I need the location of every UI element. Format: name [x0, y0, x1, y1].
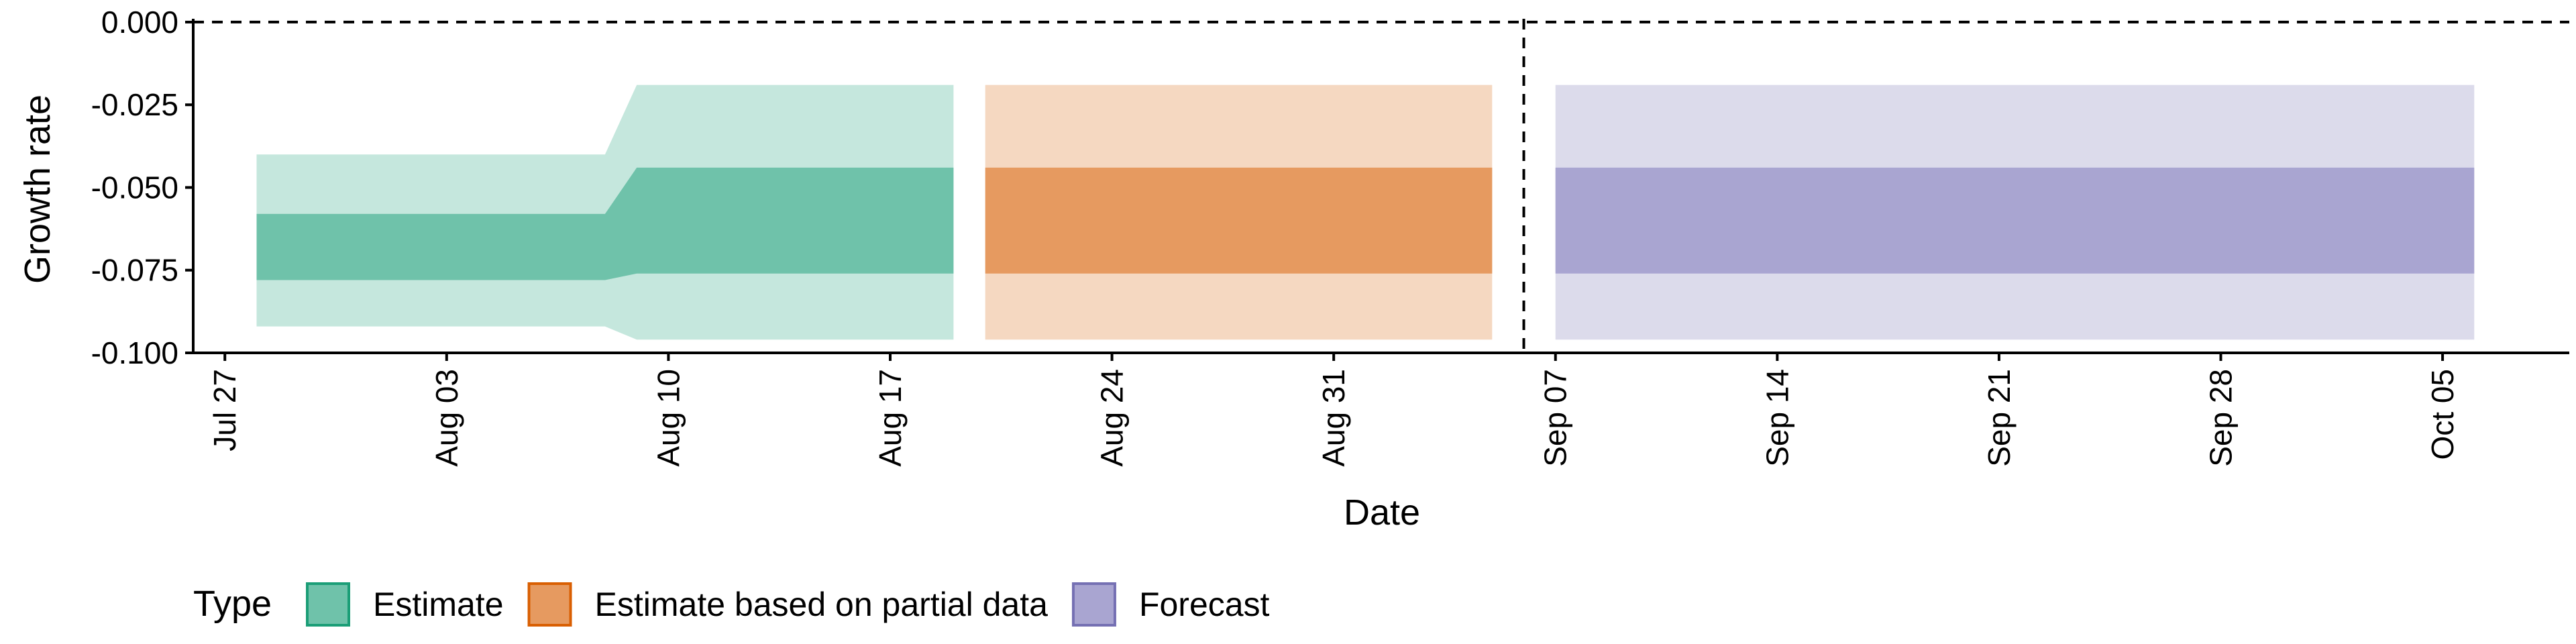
x-tick-label: Aug 31 — [1316, 369, 1351, 467]
x-tick-label: Aug 03 — [429, 369, 464, 467]
legend-key-estimate-based-on-partial-data — [527, 582, 572, 627]
legend: Type Estimate Estimate based on partial d… — [193, 582, 1270, 627]
reference-line-layer — [193, 19, 2569, 353]
estimate-band-50 — [256, 167, 954, 280]
x-tick-label: Sep 07 — [1538, 369, 1573, 467]
y-tick-label: -0.100 — [91, 335, 178, 370]
x-tick-label: Sep 14 — [1760, 369, 1794, 467]
legend-key-estimate — [306, 582, 350, 627]
tick-layer: 0.000 -0.025 -0.050 -0.075 -0.100 Jul 27 Aug 0… — [91, 5, 2461, 467]
x-tick-label: Aug 17 — [873, 369, 908, 467]
x-tick-label: Aug 24 — [1095, 369, 1130, 467]
x-tick-label: Oct 05 — [2425, 369, 2460, 460]
y-tick-label: 0.000 — [101, 5, 178, 40]
y-axis-title: Growth rate — [17, 95, 58, 284]
x-tick-label: Sep 28 — [2204, 369, 2239, 467]
y-tick-label: -0.025 — [91, 87, 178, 122]
legend-label-forecast: Forecast — [1139, 586, 1270, 623]
legend-title: Type — [193, 584, 272, 624]
legend-label-estimate: Estimate — [373, 586, 504, 623]
x-tick-label: Aug 10 — [651, 369, 686, 467]
legend-key-forecast — [1071, 582, 1116, 627]
forecast-band-50 — [1555, 167, 2475, 274]
x-axis-title: Date — [1344, 492, 1420, 533]
estimate-based-on-partial-data-band-50 — [985, 167, 1493, 274]
band-layer — [256, 85, 2475, 340]
x-tick-label: Sep 21 — [1982, 369, 2017, 467]
legend-label-estimate-based-on-partial-data: Estimate based on partial data — [595, 586, 1049, 623]
y-tick-label: -0.075 — [91, 253, 178, 288]
x-tick-label: Jul 27 — [207, 369, 242, 451]
y-tick-label: -0.050 — [91, 170, 178, 205]
